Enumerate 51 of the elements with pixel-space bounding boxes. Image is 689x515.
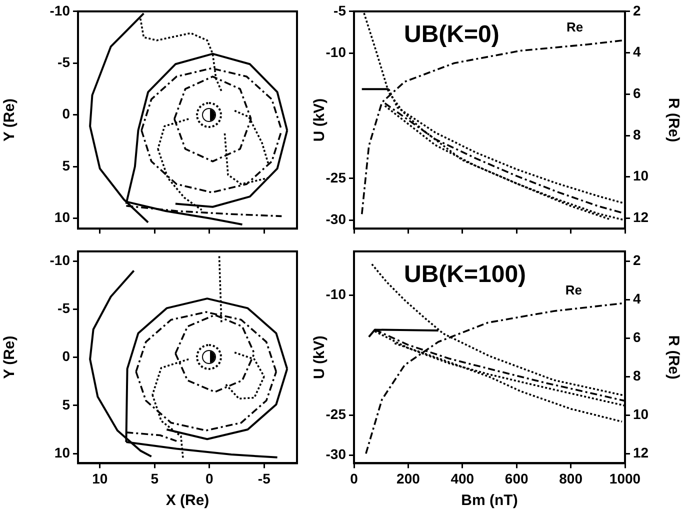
y2-tick-label: 6 bbox=[633, 85, 641, 101]
y-tick-label: -10 bbox=[326, 44, 346, 60]
x-tick-label: 200 bbox=[396, 470, 420, 486]
y-tick-label: -5 bbox=[58, 54, 70, 70]
y-tick-label: -10 bbox=[50, 252, 70, 268]
y-tick-label: 0 bbox=[62, 348, 70, 364]
y-tick-label: -25 bbox=[326, 406, 346, 422]
x-tick-label: 400 bbox=[450, 470, 474, 486]
x-tick-label: 0 bbox=[206, 470, 214, 486]
x-tick-label: 0 bbox=[350, 470, 358, 486]
x-axis-title: Bm (nT) bbox=[461, 492, 518, 510]
x-tick-label: 800 bbox=[559, 470, 583, 486]
y2-axis-title: R (Re) bbox=[664, 335, 682, 380]
chart-title: UB(K=100) bbox=[404, 261, 526, 288]
y2-tick-label: 12 bbox=[633, 444, 649, 460]
x-tick-label: -5 bbox=[258, 470, 271, 486]
series-label: Re bbox=[565, 282, 582, 298]
x-tick-label: 5 bbox=[150, 470, 159, 486]
y-tick-label: 0 bbox=[62, 106, 70, 122]
y-axis-title: Y (Re) bbox=[1, 98, 18, 142]
y-axis-title: U (kV) bbox=[311, 336, 328, 379]
y2-tick-label: 4 bbox=[633, 290, 641, 306]
y-tick-label: -25 bbox=[326, 169, 346, 186]
y2-tick-label: 2 bbox=[633, 2, 641, 18]
chart-title: UB(K=0) bbox=[404, 21, 500, 48]
y-tick-label: -5 bbox=[58, 300, 70, 316]
y2-tick-label: 6 bbox=[633, 328, 641, 345]
y-tick-label: -10 bbox=[326, 286, 346, 302]
y2-tick-label: 2 bbox=[633, 252, 641, 268]
y2-axis-title: R (Re) bbox=[664, 98, 682, 142]
y2-tick-label: 12 bbox=[633, 209, 649, 226]
y2-tick-label: 10 bbox=[633, 168, 649, 184]
y-tick-label: 10 bbox=[54, 209, 70, 226]
series-label: Re bbox=[566, 19, 584, 34]
y-axis-title: Y (Re) bbox=[1, 336, 18, 379]
x-tick-label: 10 bbox=[92, 470, 108, 486]
y-tick-label: 5 bbox=[62, 396, 70, 412]
y2-tick-label: 8 bbox=[633, 367, 641, 384]
x-axis-title: X (Re) bbox=[166, 492, 210, 510]
y-tick-label: 5 bbox=[62, 157, 70, 174]
y-tick-label: -30 bbox=[326, 446, 346, 462]
y2-tick-label: 10 bbox=[633, 406, 649, 422]
x-tick-label: 1000 bbox=[609, 470, 641, 486]
x-tick-label: 600 bbox=[504, 470, 528, 486]
y2-tick-label: 8 bbox=[633, 126, 641, 142]
y-tick-label: 10 bbox=[54, 444, 70, 460]
y-tick-label: -10 bbox=[50, 2, 70, 18]
y-tick-label: -30 bbox=[326, 211, 346, 228]
y-axis-title: U (kV) bbox=[311, 98, 328, 142]
y2-tick-label: 4 bbox=[633, 44, 641, 60]
y-tick-label: -5 bbox=[334, 2, 346, 18]
